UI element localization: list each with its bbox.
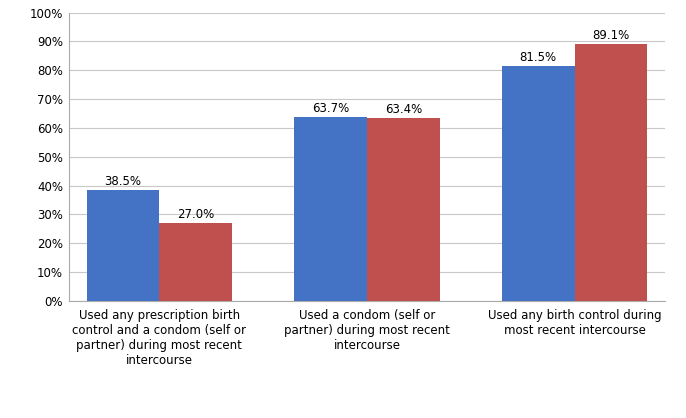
Text: 89.1%: 89.1% [592, 29, 630, 42]
Bar [502, 66, 575, 301]
Text: 81.5%: 81.5% [520, 51, 557, 64]
Text: 38.5%: 38.5% [104, 175, 141, 188]
Bar [367, 118, 440, 301]
Text: 63.7%: 63.7% [312, 102, 349, 115]
Bar [294, 117, 367, 301]
Bar [86, 190, 159, 301]
Text: 27.0%: 27.0% [177, 208, 214, 221]
Text: 63.4%: 63.4% [385, 103, 422, 116]
Bar [159, 223, 232, 301]
Bar [575, 44, 648, 301]
